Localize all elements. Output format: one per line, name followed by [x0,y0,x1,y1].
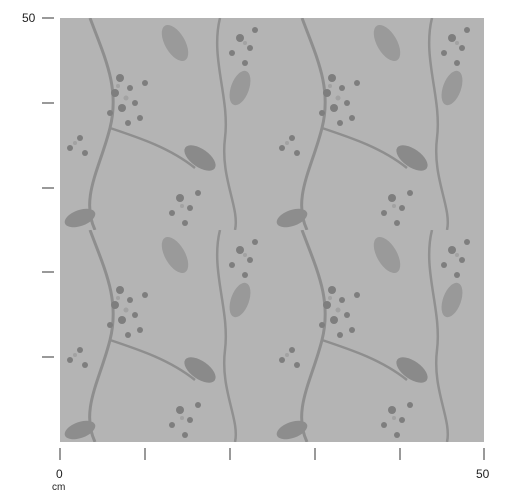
x-end-label: 50 [476,467,490,481]
x-start-label: 0 [56,467,63,481]
x-ruler: 0 50 cm [52,448,490,492]
y-top-label: 50 [22,11,36,25]
fabric-pattern [60,18,484,442]
y-ruler: 50 [22,11,54,358]
unit-label: cm [52,482,65,492]
